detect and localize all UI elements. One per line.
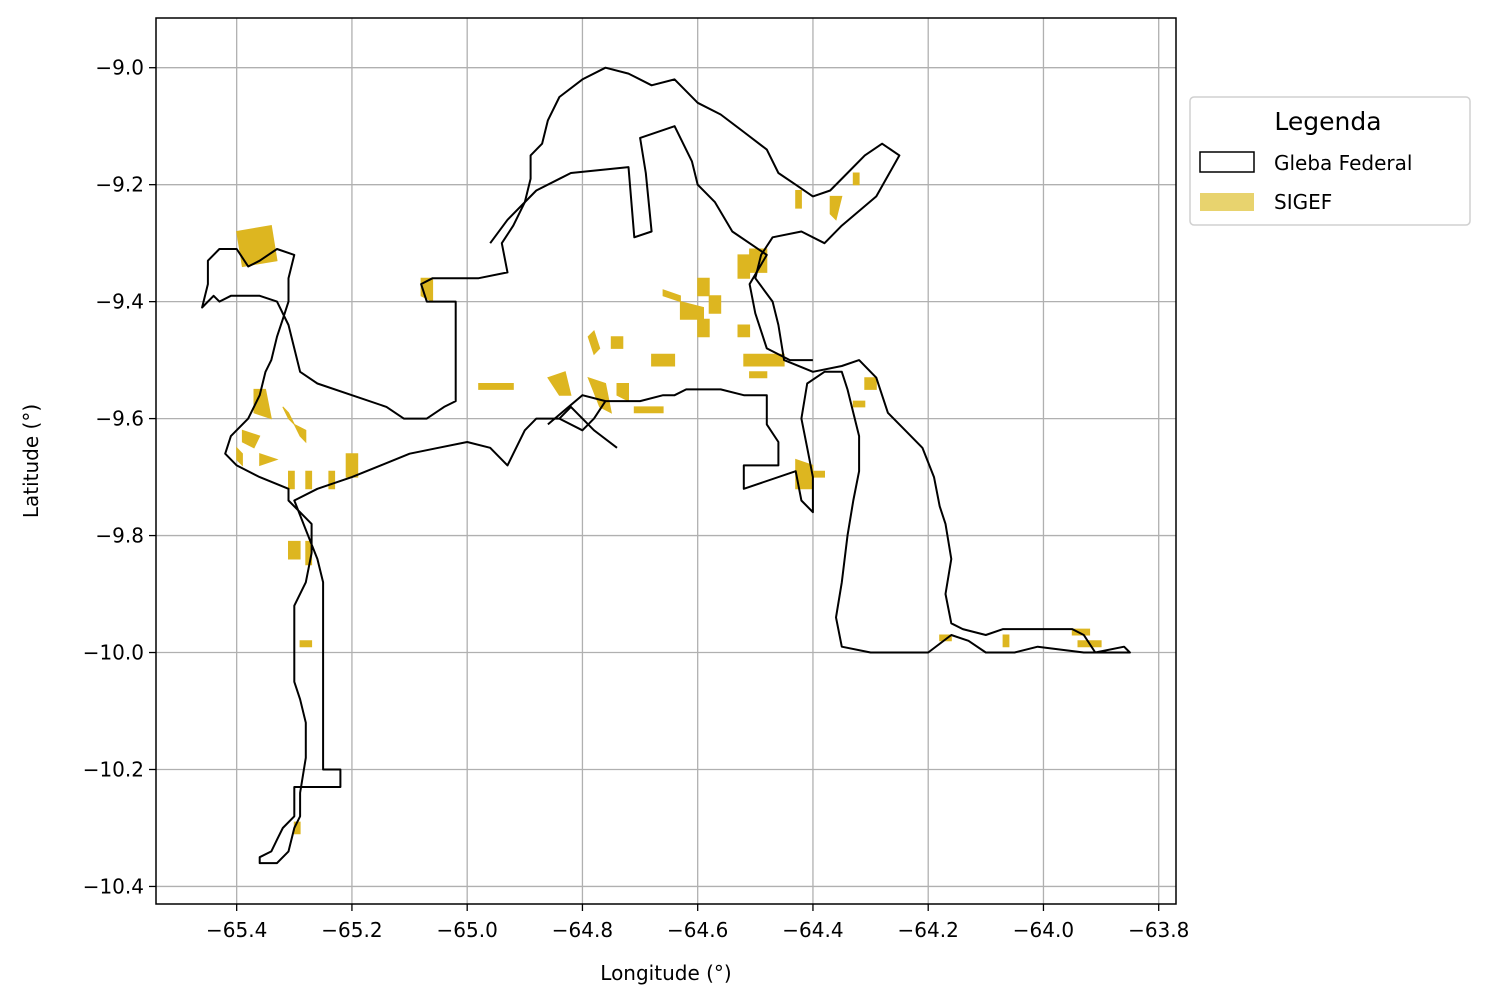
y-tick-label: −9.6 xyxy=(95,407,144,431)
sigef-parcel xyxy=(253,388,272,420)
sigef-parcel xyxy=(852,400,866,408)
x-axis-label: Longitude (°) xyxy=(600,961,731,985)
gleba-federal-layer xyxy=(201,66,1131,865)
sigef-parcel xyxy=(299,640,313,648)
gleba-federal-line xyxy=(547,394,606,426)
gleba-federal-inner-outline xyxy=(489,125,813,362)
sigef-parcel xyxy=(662,289,681,303)
legend-swatch-gleba xyxy=(1199,151,1255,173)
sigef-parcel xyxy=(293,423,307,444)
sigef-parcel xyxy=(547,371,572,396)
sigef-parcel xyxy=(737,324,751,338)
sigef-parcel xyxy=(737,254,751,279)
y-tick-label: −9.8 xyxy=(95,524,144,548)
y-axis-label: Latitude (°) xyxy=(19,404,43,518)
x-tick-label: −64.8 xyxy=(552,918,613,942)
x-axis-ticks: −65.4 −65.2 −65.0 −64.8 −64.6 −64.4 −64.2 −64.0… xyxy=(206,904,1189,942)
sigef-parcel xyxy=(259,453,279,467)
sigef-layer xyxy=(236,172,1102,835)
sigef-parcel xyxy=(587,329,601,356)
y-tick-label: −9.2 xyxy=(95,173,144,197)
x-tick-label: −64.0 xyxy=(1013,918,1074,942)
y-tick-label: −9.0 xyxy=(95,56,144,80)
sigef-parcel xyxy=(679,300,704,320)
y-tick-label: −10.4 xyxy=(83,874,144,898)
legend-entry-gleba: Gleba Federal xyxy=(1274,151,1412,175)
sigef-parcel xyxy=(345,453,359,478)
sigef-parcel xyxy=(236,446,243,467)
x-tick-label: −63.8 xyxy=(1128,918,1189,942)
sigef-parcel xyxy=(795,190,802,209)
y-tick-label: −9.4 xyxy=(95,290,144,314)
y-axis-ticks: −9.0 −9.2 −9.4 −9.6 −9.8 −10.0 −10.2 −10.4 xyxy=(83,56,156,898)
sigef-parcel xyxy=(697,318,710,338)
sigef-parcel xyxy=(743,353,785,367)
sigef-parcel xyxy=(829,195,843,221)
x-tick-label: −65.0 xyxy=(437,918,498,942)
legend: Legenda Gleba Federal SIGEF xyxy=(1189,96,1471,226)
sigef-parcel xyxy=(610,336,624,349)
sigef-parcel xyxy=(305,470,313,490)
legend-entry-sigef: SIGEF xyxy=(1274,190,1332,214)
sigef-parcel xyxy=(616,383,629,402)
sigef-parcel xyxy=(288,470,295,490)
sigef-parcel xyxy=(1002,634,1010,648)
sigef-parcel xyxy=(708,295,722,314)
x-tick-label: −64.4 xyxy=(782,918,843,942)
legend-swatch-sigef xyxy=(1200,193,1254,211)
legend-box xyxy=(1189,96,1471,226)
sigef-parcel xyxy=(288,540,301,560)
sigef-parcel xyxy=(864,377,877,390)
gleba-federal-line xyxy=(558,405,618,449)
sigef-parcel xyxy=(852,172,860,186)
sigef-parcel xyxy=(236,225,278,268)
x-tick-label: −65.4 xyxy=(206,918,267,942)
sigef-parcel xyxy=(697,277,710,297)
plot-frame xyxy=(155,17,1177,905)
sigef-parcel xyxy=(651,353,676,367)
sigef-parcel xyxy=(806,470,825,478)
legend-title: Legenda xyxy=(1274,107,1381,136)
x-tick-label: −64.6 xyxy=(667,918,728,942)
y-tick-label: −10.0 xyxy=(83,641,144,665)
gleba-federal-outline xyxy=(201,66,1131,865)
y-tick-label: −10.2 xyxy=(83,757,144,781)
sigef-parcel xyxy=(241,429,261,449)
x-tick-label: −65.2 xyxy=(321,918,382,942)
sigef-parcel xyxy=(328,470,336,490)
sigef-parcel xyxy=(633,406,664,414)
sigef-parcel xyxy=(478,383,514,390)
sigef-parcel xyxy=(749,371,768,379)
x-tick-label: −64.2 xyxy=(898,918,959,942)
grid-lines xyxy=(156,18,1176,904)
sigef-parcel xyxy=(282,406,295,425)
sigef-parcel xyxy=(587,376,612,414)
